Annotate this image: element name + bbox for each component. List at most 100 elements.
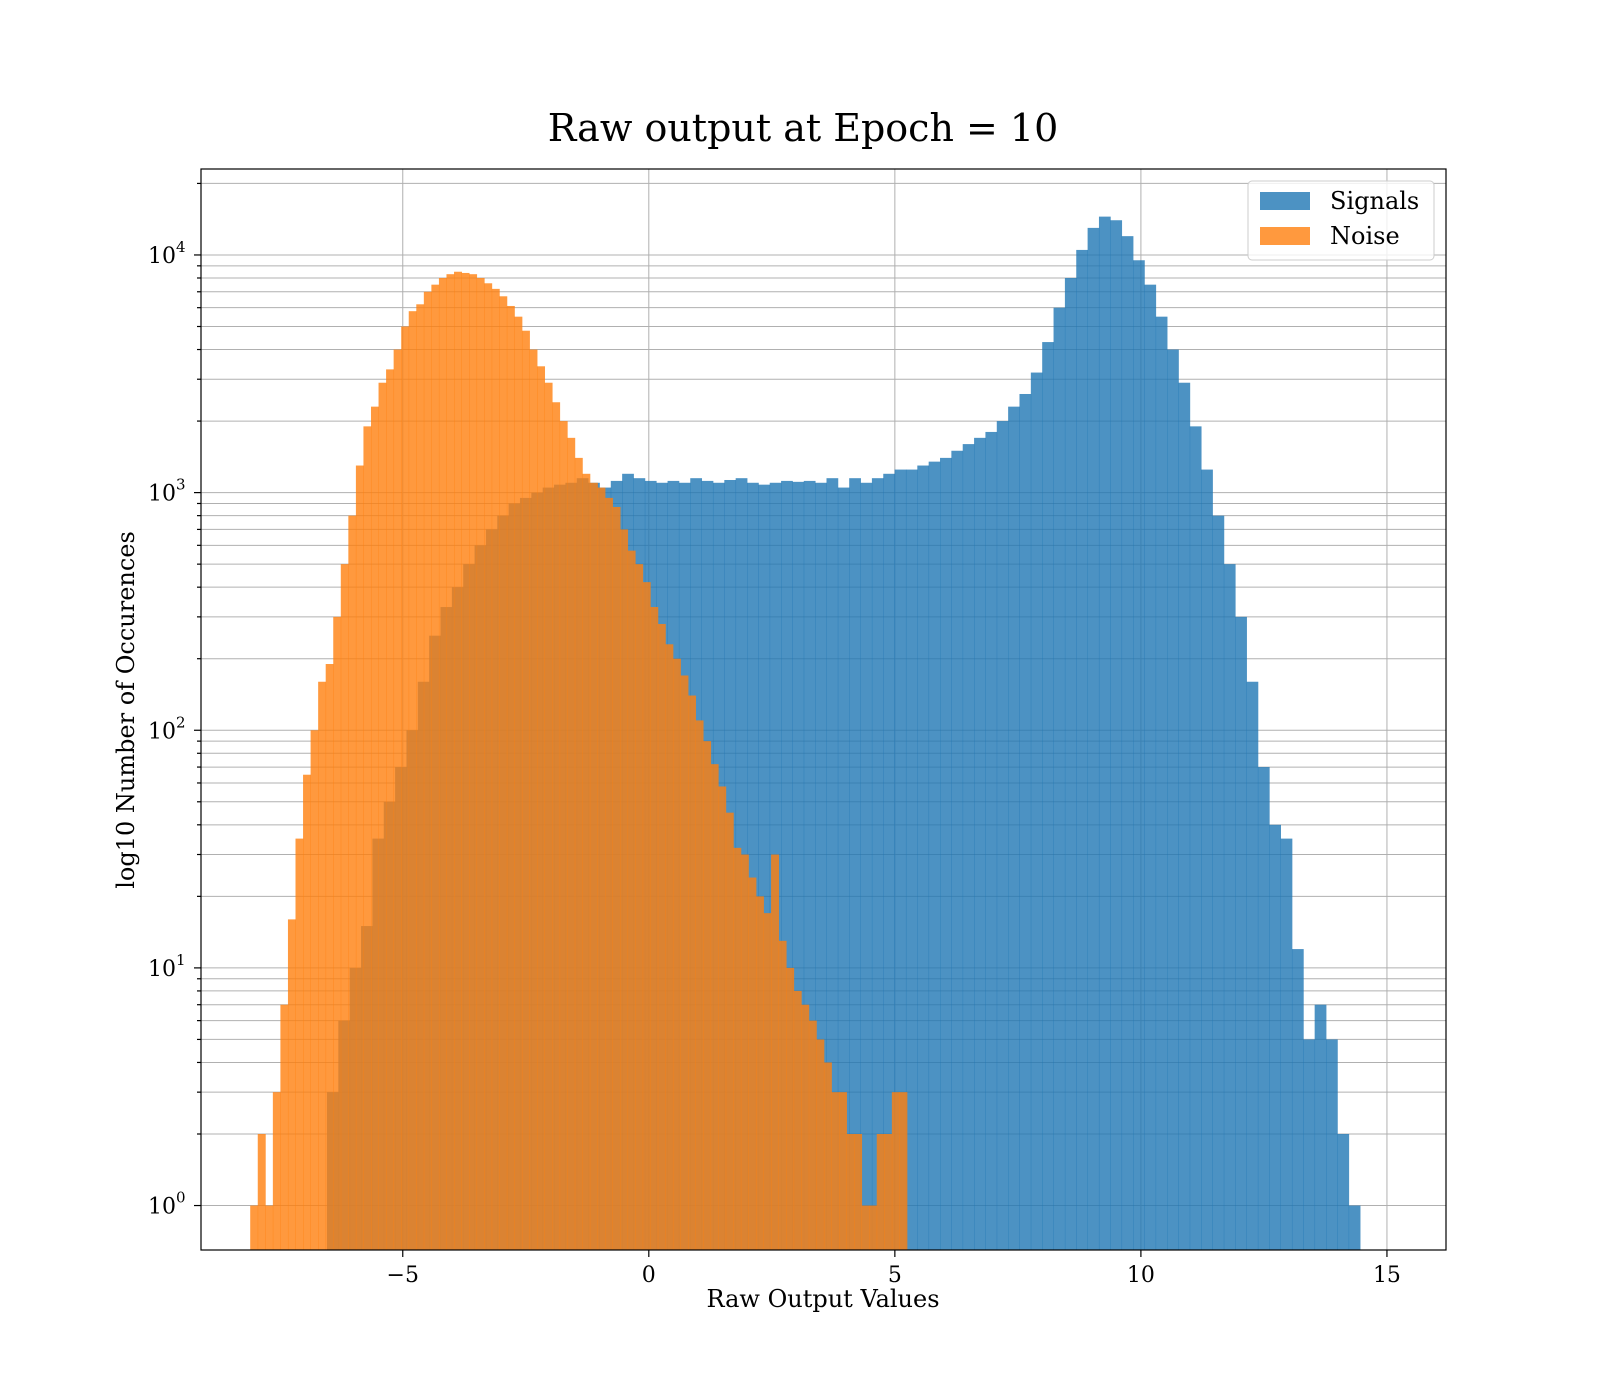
bar-signals	[1223, 564, 1236, 1250]
bar-noise	[876, 1134, 885, 1250]
bar-noise	[861, 1205, 870, 1250]
bar-signals	[1019, 393, 1032, 1250]
bar-signals	[758, 484, 771, 1250]
bar-signals	[871, 478, 884, 1251]
bar-noise	[446, 274, 455, 1250]
y-tick-label-base: 10	[148, 482, 176, 507]
y-tick-label: 103	[148, 476, 186, 507]
bar-noise	[370, 406, 379, 1250]
bar-noise	[627, 550, 636, 1250]
bar-noise	[771, 854, 780, 1250]
bar-noise	[816, 1039, 825, 1250]
histogram-bars	[250, 216, 1361, 1251]
bar-noise	[710, 764, 719, 1250]
bar-signals	[996, 421, 1009, 1250]
y-tick-label-base: 10	[148, 719, 176, 744]
bar-noise	[854, 1134, 863, 1250]
bar-noise	[718, 786, 727, 1250]
y-tick-label: 104	[148, 238, 186, 269]
bar-signals	[1008, 406, 1020, 1250]
bar-noise	[763, 913, 772, 1250]
bar-signals	[1167, 349, 1179, 1250]
bar-noise	[786, 967, 795, 1250]
bar-signals	[1246, 681, 1259, 1250]
legend-swatch-signals	[1260, 192, 1310, 210]
bar-noise	[537, 366, 546, 1250]
bar-noise	[506, 305, 515, 1250]
bar-noise	[355, 465, 364, 1250]
bar-noise	[340, 564, 349, 1250]
bar-signals	[1269, 824, 1281, 1250]
bar-noise	[287, 919, 296, 1250]
bar-signals	[747, 482, 759, 1251]
bar-noise	[378, 382, 387, 1250]
bar-noise	[469, 274, 478, 1250]
bar-noise	[514, 316, 523, 1250]
bar-noise	[476, 277, 485, 1250]
bar-noise	[325, 664, 334, 1250]
y-tick-label-exponent: 0	[176, 1189, 186, 1207]
chart-title: Raw output at Epoch = 10	[548, 106, 1059, 150]
bar-noise	[250, 1205, 259, 1250]
bar-noise	[597, 487, 606, 1250]
bar-noise	[454, 271, 462, 1250]
bar-signals	[1337, 1134, 1350, 1250]
x-tick-label: 10	[1127, 1263, 1155, 1288]
bar-signals	[1201, 469, 1213, 1250]
bar-noise	[642, 582, 651, 1250]
bar-noise	[559, 421, 568, 1250]
bar-noise	[423, 291, 432, 1250]
bar-noise	[650, 607, 659, 1250]
bar-signals	[974, 437, 986, 1250]
bar-signals	[1087, 227, 1100, 1250]
legend-swatch-noise	[1260, 227, 1310, 245]
bar-signals	[1110, 220, 1123, 1250]
bar-signals	[1326, 1039, 1338, 1250]
legend-label-signals: Signals	[1330, 187, 1419, 215]
bar-noise	[393, 349, 402, 1250]
bar-noise	[793, 990, 802, 1250]
bar-signals	[1189, 426, 1202, 1251]
bar-noise	[680, 675, 689, 1250]
bar-noise	[582, 473, 591, 1251]
bar-signals	[1257, 767, 1270, 1250]
bar-noise	[431, 284, 440, 1250]
bar-signals	[985, 431, 998, 1250]
bar-noise	[491, 288, 500, 1250]
bar-noise	[303, 774, 311, 1250]
bar-noise	[280, 1004, 289, 1250]
bar-noise	[265, 1205, 274, 1250]
bar-signals	[1303, 1039, 1316, 1250]
bar-signals	[1076, 249, 1089, 1250]
y-tick-label-base: 10	[148, 244, 176, 269]
bar-noise	[740, 854, 749, 1250]
bar-signals	[894, 469, 907, 1250]
series-noise	[250, 271, 908, 1251]
bar-noise	[612, 506, 621, 1250]
bar-signals	[962, 444, 975, 1250]
bar-signals	[1064, 277, 1077, 1250]
bar-noise	[620, 529, 629, 1250]
bar-signals	[1291, 949, 1304, 1250]
bar-signals	[803, 480, 816, 1250]
bar-signals	[781, 480, 793, 1250]
bar-signals	[815, 482, 827, 1251]
bar-noise	[823, 1062, 832, 1250]
bar-noise	[363, 426, 372, 1251]
bar-noise	[665, 644, 674, 1250]
bar-signals	[883, 473, 896, 1251]
x-tick-label: 5	[888, 1263, 902, 1288]
bar-noise	[733, 847, 742, 1250]
bar-noise	[521, 330, 530, 1251]
x-tick-label: −5	[387, 1263, 419, 1288]
bar-signals	[837, 487, 850, 1250]
bar-noise	[295, 838, 304, 1250]
bar-noise	[688, 695, 696, 1250]
bar-noise	[605, 497, 613, 1250]
bar-noise	[672, 658, 681, 1250]
bar-signals	[905, 469, 918, 1250]
bar-signals	[1314, 1004, 1327, 1250]
bar-noise	[484, 283, 493, 1250]
